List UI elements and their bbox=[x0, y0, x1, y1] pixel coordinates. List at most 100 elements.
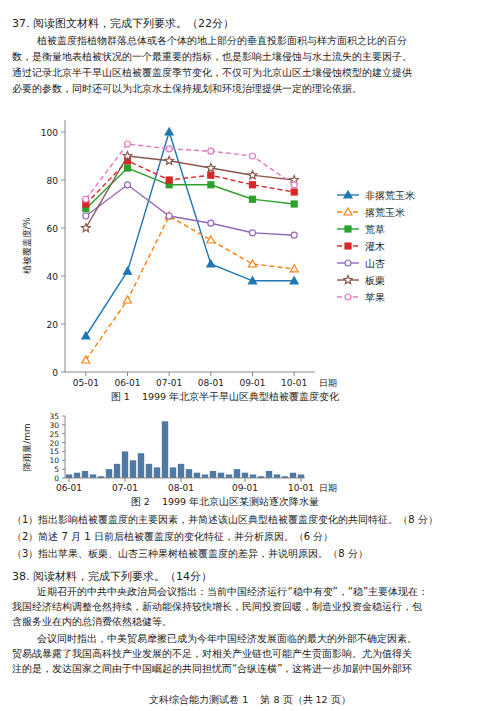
section-title: 38. 阅读材料，完成下列要求。（14分） bbox=[12, 570, 212, 583]
legend-label: 非撂荒玉米 bbox=[365, 190, 415, 201]
figure-caption: 图 1 1999 年北京半干旱山区典型植被覆盖度变化 bbox=[111, 391, 339, 402]
marker bbox=[83, 196, 89, 202]
y-tick bbox=[61, 180, 65, 181]
y-tick bbox=[61, 276, 65, 277]
x-tick-label: 10-01 bbox=[288, 483, 314, 493]
marker bbox=[290, 277, 298, 284]
question: （2）简述 7 月 1 日前后植被覆盖度的变化特征，并分析原因。（6 分） bbox=[12, 531, 333, 542]
y-tick-label: 15 bbox=[49, 447, 59, 456]
y-tick-label: 5 bbox=[54, 465, 59, 474]
series-line bbox=[86, 144, 294, 199]
legend-label: 山杏 bbox=[365, 258, 385, 269]
marker bbox=[345, 294, 351, 300]
y-tick-label: 80 bbox=[47, 176, 59, 186]
x-tick bbox=[125, 478, 126, 482]
bar bbox=[266, 471, 272, 478]
marker bbox=[345, 243, 351, 249]
y-tick bbox=[62, 442, 65, 443]
marker bbox=[344, 191, 352, 198]
x-axis bbox=[65, 478, 305, 479]
y-tick bbox=[62, 416, 65, 417]
bar bbox=[114, 464, 120, 478]
y-tick-label: 60 bbox=[47, 224, 59, 234]
paragraph-line: 贸易战暴露了我国高科技产业发展的不足，对相关产业链也可能产生贡面影响。尤为值得关 bbox=[12, 648, 412, 659]
y-tick bbox=[62, 433, 65, 434]
x-tick-label: 08-01 bbox=[168, 483, 194, 493]
x-tick bbox=[127, 372, 128, 376]
bar bbox=[162, 421, 168, 478]
marker bbox=[344, 208, 352, 215]
marker bbox=[207, 236, 215, 243]
marker bbox=[166, 146, 172, 152]
series-line bbox=[86, 216, 294, 360]
x-tick-label: 10-01 bbox=[281, 378, 307, 388]
x-tick-label: 06-01 bbox=[114, 378, 140, 388]
paragraph-line: 我国经济结构调整仓然持续，新动能保持较快增长，民间投资回暖，制造业投资金稳运行，… bbox=[12, 601, 422, 612]
marker bbox=[125, 182, 131, 188]
marker bbox=[125, 165, 131, 171]
bar-chart: 0510152025303506-0107-0108-0109-0110-01日… bbox=[22, 412, 337, 493]
x-tick bbox=[181, 478, 182, 482]
marker bbox=[248, 171, 257, 179]
y-tick-label: 0 bbox=[54, 474, 59, 483]
marker bbox=[207, 164, 216, 172]
marker bbox=[249, 277, 257, 284]
legend-label: 荒草 bbox=[365, 224, 385, 235]
y-axis bbox=[65, 120, 66, 372]
bar bbox=[242, 473, 248, 478]
bar bbox=[130, 460, 136, 478]
line-chart: 02040608010005-0106-0107-0108-0109-0110-… bbox=[22, 120, 415, 388]
question: （1）指出影响植被覆盖度的主要因素，并简述该山区典型植被覆盖度变化的共同特征。（… bbox=[12, 514, 438, 525]
marker bbox=[250, 196, 256, 202]
x-tick bbox=[210, 372, 211, 376]
x-tick-label: 08-01 bbox=[198, 378, 224, 388]
y-tick bbox=[61, 324, 65, 325]
x-tick-label: 09-01 bbox=[239, 378, 265, 388]
marker bbox=[345, 226, 351, 232]
y-tick bbox=[62, 424, 65, 425]
bar bbox=[154, 467, 160, 478]
legend-label: 撂荒玉米 bbox=[365, 207, 405, 218]
marker bbox=[82, 224, 91, 232]
y-tick-label: 20 bbox=[47, 320, 59, 330]
bar bbox=[146, 464, 152, 478]
bar bbox=[234, 469, 240, 478]
marker bbox=[165, 156, 174, 164]
bar bbox=[210, 471, 216, 478]
y-tick bbox=[61, 372, 65, 373]
series-line bbox=[86, 185, 294, 235]
x-tick bbox=[301, 478, 302, 482]
y-axis-label: 降雨量/mm bbox=[22, 423, 32, 471]
bar bbox=[298, 474, 304, 478]
bar bbox=[122, 451, 128, 478]
series-line bbox=[86, 132, 294, 336]
y-tick-label: 20 bbox=[49, 439, 59, 448]
series-line bbox=[86, 161, 294, 204]
y-tick-label: 25 bbox=[49, 430, 59, 439]
legend-label: 灌木 bbox=[365, 241, 385, 252]
marker bbox=[166, 213, 172, 219]
marker bbox=[249, 260, 257, 267]
x-tick-label: 05-01 bbox=[73, 378, 99, 388]
y-tick bbox=[61, 228, 65, 229]
x-tick-label: 07-01 bbox=[112, 483, 138, 493]
y-tick-label: 0 bbox=[52, 368, 58, 378]
legend: 非撂荒玉米撂荒玉米荒草灌木山杏板栗苹果 bbox=[337, 190, 415, 303]
plot-area bbox=[66, 421, 304, 478]
paragraph-line: 数，是衡量地表植被状况的一个最重要的指标，也是影响土壤侵蚀与水土流失的主要因子。 bbox=[12, 51, 412, 62]
marker bbox=[208, 220, 214, 226]
footer: 文科综合能力测试卷 1 第 8 页（共 12 页） bbox=[149, 694, 350, 705]
question: （3）指出苹果、板栗、山杏三种果树植被覆盖度的差异，并说明原因。（8 分） bbox=[12, 548, 368, 559]
paragraph-line: 会议同时指出，中美贸易摩擦已成为今年中国经济发展面临的最大的外部不确定因素。 bbox=[12, 633, 417, 644]
x-tick-label: 06-01 bbox=[56, 483, 82, 493]
paragraph-line: 含服务业在内的总消费依然稳健等。 bbox=[12, 616, 172, 627]
bar bbox=[106, 469, 112, 478]
x-tick bbox=[294, 372, 295, 376]
marker bbox=[291, 189, 297, 195]
bar bbox=[290, 473, 296, 478]
x-tick bbox=[85, 372, 86, 376]
bar bbox=[226, 474, 232, 478]
x-axis-label: 日期 bbox=[319, 483, 337, 493]
marker bbox=[291, 201, 297, 207]
y-tick-label: 100 bbox=[41, 128, 58, 138]
